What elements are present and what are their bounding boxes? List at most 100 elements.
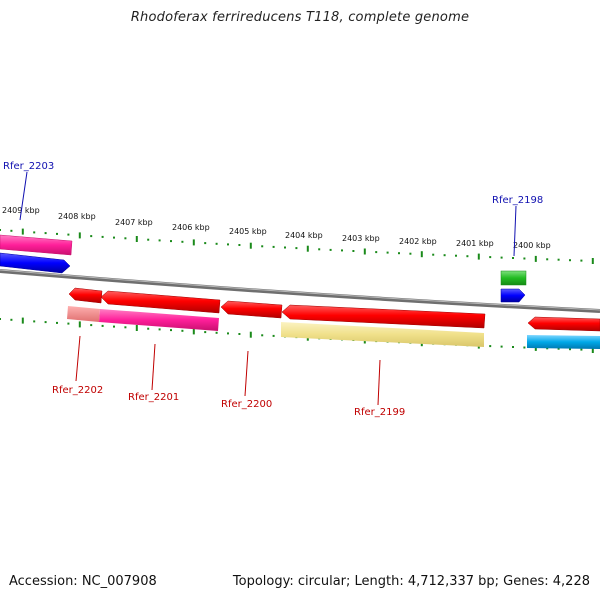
ruler-minor-tick — [67, 233, 70, 236]
feature-band-cyan[interactable] — [527, 335, 600, 349]
ruler-minor-tick — [523, 346, 526, 349]
gene-label-rfer-2198[interactable]: Rfer_2198 — [492, 195, 543, 206]
ruler-minor-tick — [352, 250, 355, 252]
ruler-minor-tick — [170, 240, 172, 243]
callout-line-rfer-2200 — [244, 350, 249, 397]
callout-line-rfer-2201 — [151, 343, 156, 391]
ruler-label: 2407 kbp — [115, 218, 153, 227]
ruler-major-tick — [135, 325, 138, 331]
gene-label-rfer-2201[interactable]: Rfer_2201 — [128, 392, 179, 403]
genome-backbone — [0, 269, 600, 313]
ruler-minor-tick — [238, 333, 241, 335]
ruler-major-tick — [192, 328, 195, 335]
gene-arrow-rfer-2202[interactable] — [68, 287, 103, 304]
gene-feature-blue-upper[interactable] — [0, 252, 71, 274]
ruler-minor-tick — [489, 256, 492, 259]
ruler-major-tick — [78, 321, 81, 328]
ruler-minor-tick — [443, 254, 446, 257]
ruler-minor-tick — [261, 334, 264, 337]
ruler-minor-tick — [500, 345, 503, 348]
accession-text: Accession: NC_007908 — [9, 574, 157, 589]
gene-feature-green[interactable] — [500, 270, 527, 286]
gene-feature-pink-upper[interactable] — [0, 234, 73, 256]
ruler-minor-tick — [204, 331, 207, 334]
ruler-minor-tick — [113, 236, 115, 239]
gene-arrow-right-edge[interactable] — [527, 316, 600, 332]
ruler-minor-tick — [147, 327, 150, 330]
ruler-minor-tick — [557, 258, 560, 261]
ruler-minor-tick — [90, 235, 93, 238]
ruler-minor-tick — [158, 328, 161, 331]
gene-label-rfer-2202[interactable]: Rfer_2202 — [52, 385, 103, 396]
ruler-label: 2402 kbp — [399, 237, 437, 246]
genome-summary-text: Topology: circular; Length: 4,712,337 bp… — [232, 574, 590, 589]
ruler-minor-tick — [56, 232, 58, 235]
ruler-ticks-top — [0, 228, 594, 264]
ruler-major-tick — [306, 245, 309, 252]
callout-lines — [19, 171, 517, 406]
feature-band-salmon[interactable] — [67, 306, 100, 322]
ruler-label: 2406 kbp — [172, 223, 210, 232]
ruler-label: 2403 kbp — [342, 234, 380, 243]
ruler-minor-tick — [466, 255, 469, 258]
gene-label-rfer-2199[interactable]: Rfer_2199 — [354, 407, 405, 418]
gene-arrow-rfer-2200[interactable] — [220, 300, 283, 319]
gene-label-rfer-2200[interactable]: Rfer_2200 — [221, 399, 272, 410]
ruler-minor-tick — [261, 245, 264, 248]
ruler-minor-tick — [569, 259, 571, 262]
ruler-major-tick — [591, 258, 594, 264]
ruler-major-tick — [477, 253, 480, 260]
ruler-major-tick — [591, 347, 594, 353]
feature-band-pink[interactable] — [99, 309, 219, 331]
ruler-minor-tick — [318, 248, 321, 251]
ruler-minor-tick — [0, 229, 1, 231]
ruler-major-tick — [21, 317, 24, 324]
ruler-minor-tick — [67, 322, 70, 325]
ruler-minor-tick — [238, 244, 241, 246]
callout-line-rfer-2199 — [377, 359, 381, 406]
ruler-minor-tick — [124, 326, 127, 329]
ruler-minor-tick — [10, 318, 13, 321]
gene-arrow-rfer-2199[interactable] — [281, 304, 486, 329]
ruler-minor-tick — [512, 346, 514, 348]
ruler-label: 2405 kbp — [229, 227, 267, 236]
ruler-minor-tick — [124, 237, 127, 240]
gene-feature-blue-2198[interactable] — [500, 288, 526, 303]
ruler-minor-tick — [272, 334, 275, 337]
ruler-minor-tick — [215, 242, 218, 245]
ruler-minor-tick — [284, 246, 286, 249]
ruler-minor-tick — [580, 348, 583, 351]
ruler-minor-tick — [500, 256, 503, 259]
ruler-minor-tick — [147, 238, 150, 241]
ruler-major-tick — [249, 242, 252, 249]
ruler-minor-tick — [170, 329, 172, 332]
ruler-minor-tick — [227, 243, 229, 246]
callout-line-rfer-2203 — [19, 171, 28, 221]
ruler-major-tick — [534, 255, 537, 262]
gene-label-rfer-2203[interactable]: Rfer_2203 — [3, 161, 54, 172]
ruler-minor-tick — [329, 248, 332, 251]
ruler-minor-tick — [569, 348, 571, 351]
ruler-minor-tick — [546, 347, 549, 350]
ruler-minor-tick — [101, 235, 104, 238]
ruler-minor-tick — [432, 253, 435, 256]
ruler-label: 2408 kbp — [58, 212, 96, 221]
ruler-minor-tick — [113, 325, 115, 328]
ruler-minor-tick — [386, 251, 389, 254]
ruler-minor-tick — [341, 249, 343, 252]
ruler-minor-tick — [375, 251, 378, 254]
ruler-minor-tick — [295, 247, 298, 250]
gene-arrow-rfer-2201[interactable] — [100, 290, 221, 314]
ruler-minor-tick — [523, 257, 526, 260]
ruler-label: 2409 kbp — [2, 206, 40, 215]
ruler-minor-tick — [557, 347, 560, 350]
ruler-major-tick — [249, 331, 252, 338]
ruler-major-tick — [135, 236, 138, 242]
feature-band-yellow[interactable] — [281, 322, 484, 347]
callout-line-rfer-2198 — [513, 205, 517, 257]
ruler-minor-tick — [512, 257, 514, 259]
ruler-major-tick — [21, 228, 24, 235]
ruler-minor-tick — [409, 252, 412, 255]
ruler-minor-tick — [44, 232, 47, 235]
callout-line-rfer-2202 — [75, 335, 81, 382]
